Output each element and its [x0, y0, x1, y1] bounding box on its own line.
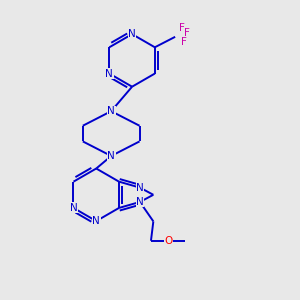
Text: O: O — [164, 236, 172, 246]
Text: N: N — [70, 203, 77, 213]
Text: N: N — [92, 216, 100, 226]
Text: N: N — [128, 29, 136, 39]
Text: N: N — [106, 69, 113, 79]
Text: N: N — [136, 183, 144, 193]
Text: N: N — [107, 151, 115, 161]
Text: N: N — [136, 197, 144, 207]
Text: F: F — [179, 23, 185, 33]
Text: F: F — [184, 28, 190, 38]
Text: F: F — [181, 37, 186, 47]
Text: N: N — [107, 106, 115, 116]
